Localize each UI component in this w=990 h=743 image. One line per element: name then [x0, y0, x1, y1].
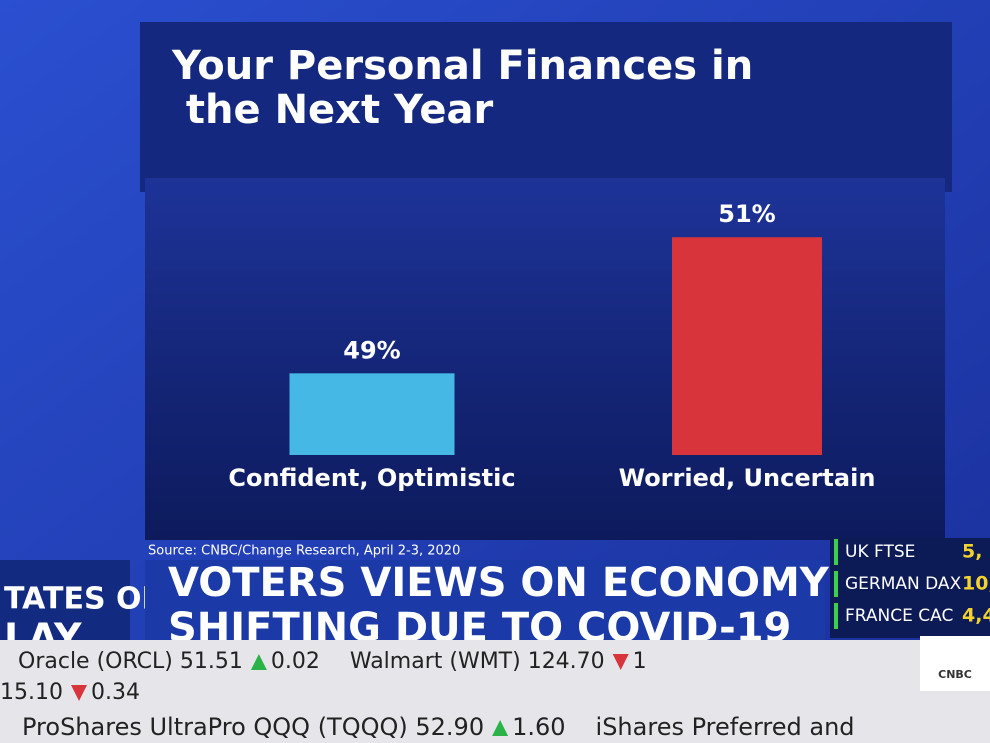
- market-value: 10,: [962, 573, 990, 595]
- ticker-change: 0.34: [91, 680, 140, 705]
- ticker-arrow: [70, 685, 87, 701]
- ticker-change: 1.60: [512, 713, 565, 741]
- chart-title: Your Personal Finances in the Next Year: [171, 43, 753, 133]
- ticker-text: ProShares UltraPro QQQ (TQQQ) 52.90: [22, 713, 484, 741]
- ticker-text: Oracle (ORCL) 51.51: [18, 649, 243, 674]
- network: CNBC: [938, 668, 972, 681]
- markets-box: [830, 538, 990, 638]
- title-panel: [140, 22, 952, 192]
- ticker-arrow: [250, 654, 267, 670]
- market-name: FRANCE CAC: [845, 606, 953, 626]
- market-bar: [834, 571, 838, 597]
- market-bar: [834, 603, 838, 629]
- x-tick-label: Worried, Uncertain: [619, 464, 876, 492]
- ticker-text: 15.10: [0, 680, 63, 705]
- ticker-band: [0, 640, 990, 743]
- headline: VOTERS VIEWS ON ECONOMY: [168, 560, 830, 606]
- dynamic: 49% Confident, Optimistic 51% Worried, Unce…: [0, 200, 990, 741]
- market-value: 4,4: [962, 605, 990, 627]
- bar: [672, 237, 822, 455]
- market-bar: [834, 539, 838, 565]
- value-label: 49%: [343, 336, 400, 364]
- ticker-text: Walmart (WMT) 124.70: [350, 649, 605, 674]
- bar: [289, 373, 455, 455]
- source: Source: CNBC/Change Research, April 2-3,…: [148, 544, 460, 559]
- ticker-text: iShares Preferred and: [596, 713, 855, 741]
- market-name: UK FTSE: [845, 542, 915, 562]
- value-label: 51%: [718, 200, 775, 228]
- ticker-change: 1: [633, 649, 647, 674]
- x-tick-label: Confident, Optimistic: [228, 464, 515, 492]
- ticker-arrow: [612, 654, 629, 670]
- market-name: GERMAN DAX: [845, 574, 962, 594]
- network-logo: [920, 636, 990, 691]
- market-value: 5,: [962, 541, 982, 563]
- ticker-change: 0.02: [271, 649, 320, 674]
- ticker-arrow: [492, 720, 509, 736]
- show-logo-text: TATES OF: [4, 582, 162, 617]
